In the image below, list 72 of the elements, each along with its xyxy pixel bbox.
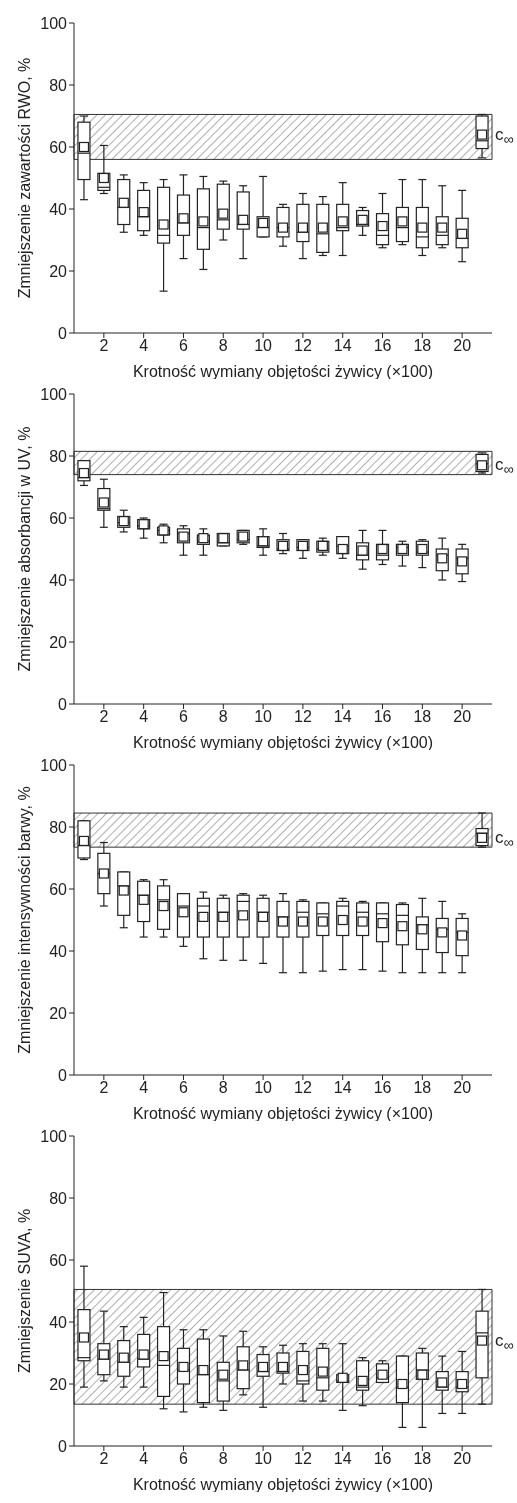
y-tick-label: 60 — [49, 880, 68, 898]
x-tick-label: 14 — [333, 337, 352, 355]
y-tick-label: 80 — [49, 76, 68, 94]
x-tick-label: 12 — [294, 337, 312, 355]
y-tick-label: 0 — [58, 324, 68, 342]
x-tick-label: 4 — [139, 708, 149, 726]
y-tick-label: 40 — [49, 571, 68, 589]
y-tick-label: 100 — [40, 756, 68, 774]
x-tick-label: 10 — [254, 1450, 273, 1468]
x-tick-label: 16 — [373, 1079, 392, 1097]
x-tick-label: 2 — [99, 1079, 109, 1097]
x-tick-label: 6 — [179, 1450, 189, 1468]
text: c$_{∞}$ — [495, 124, 514, 149]
y-tick-label: 100 — [40, 385, 68, 403]
y-tick-label: 40 — [49, 942, 68, 960]
y-tick-label: 20 — [49, 1004, 68, 1022]
y-tick-label: 100 — [40, 14, 68, 32]
x-tick-label: 2 — [99, 337, 109, 355]
x-tick-label: 16 — [373, 337, 392, 355]
y-tick-label: 0 — [58, 1437, 68, 1455]
x-tick-label: 20 — [453, 708, 472, 726]
y-tick-label: 60 — [49, 509, 68, 527]
y-tick-label: 20 — [49, 1375, 68, 1393]
text: c$_{∞}$ — [495, 455, 514, 480]
x-tick-label: 4 — [139, 1079, 149, 1097]
x-tick-label: 4 — [139, 337, 149, 355]
y-tick-label: 80 — [49, 1189, 68, 1207]
y-tick-label: 20 — [49, 262, 68, 280]
y-axis-title: Zmniejszenie intensywności barwy, % — [15, 786, 33, 1054]
x-tick-label: 8 — [218, 1450, 228, 1468]
x-tick-label: 8 — [218, 708, 228, 726]
x-tick-label: 4 — [139, 1450, 149, 1468]
y-tick-label: 60 — [49, 138, 68, 156]
y-tick-label: 20 — [49, 633, 68, 651]
y-tick-label: 80 — [49, 447, 68, 465]
x-tick-label: 12 — [294, 1079, 312, 1097]
y-tick-label: 40 — [49, 1313, 68, 1331]
x-tick-label: 2 — [99, 708, 109, 726]
x-tick-label: 16 — [373, 1450, 392, 1468]
x-tick-label: 20 — [453, 337, 472, 355]
x-tick-label: 20 — [453, 1450, 472, 1468]
x-tick-label: 12 — [294, 708, 312, 726]
x-tick-label: 10 — [254, 337, 273, 355]
x-tick-label: 16 — [373, 708, 392, 726]
x-tick-label: 2 — [99, 1450, 109, 1468]
y-axis-title: Zmniejszenie SUVA, % — [15, 1208, 33, 1374]
y-tick-label: 0 — [58, 695, 68, 713]
x-tick-label: 6 — [179, 1079, 189, 1097]
y-tick-label: 80 — [49, 818, 68, 836]
x-tick-label: 18 — [413, 337, 432, 355]
x-tick-label: 14 — [333, 708, 352, 726]
y-tick-label: 60 — [49, 1251, 68, 1269]
x-tick-label: 6 — [179, 337, 189, 355]
x-tick-label: 10 — [254, 1079, 273, 1097]
text: c$_{∞}$ — [495, 827, 514, 853]
x-tick-label: 12 — [294, 1450, 312, 1468]
x-tick-label: 8 — [218, 337, 228, 355]
x-tick-label: 10 — [254, 708, 273, 726]
x-tick-label: 20 — [453, 1079, 472, 1097]
text: c$_{∞}$ — [495, 1330, 514, 1355]
x-tick-label: 18 — [413, 1079, 432, 1097]
x-tick-label: 18 — [413, 708, 432, 726]
y-axis-title: Zmniejszenie absorbancji w UV, % — [15, 426, 33, 672]
y-tick-label: 100 — [40, 1127, 68, 1145]
x-tick-label: 18 — [413, 1450, 432, 1468]
x-tick-label: 14 — [333, 1079, 352, 1097]
y-tick-label: 40 — [49, 200, 68, 218]
x-tick-label: 6 — [179, 708, 189, 726]
x-tick-label: 8 — [218, 1079, 228, 1097]
y-axis-title: Zmniejszenie zawartości RWO, % — [15, 57, 33, 299]
y-tick-label: 0 — [58, 1066, 68, 1084]
x-tick-label: 14 — [333, 1450, 352, 1468]
